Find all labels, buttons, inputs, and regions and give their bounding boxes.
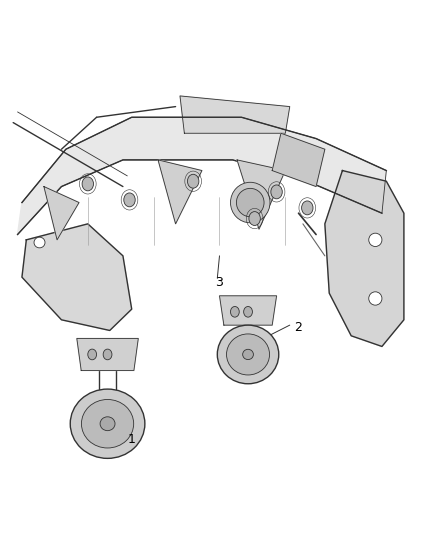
Polygon shape: [22, 224, 131, 330]
Polygon shape: [272, 133, 324, 187]
Ellipse shape: [81, 400, 133, 448]
Ellipse shape: [70, 389, 145, 458]
Polygon shape: [18, 117, 385, 235]
Polygon shape: [44, 187, 79, 240]
Ellipse shape: [236, 188, 263, 217]
Circle shape: [230, 306, 239, 317]
Ellipse shape: [100, 417, 115, 431]
Ellipse shape: [217, 325, 278, 384]
Circle shape: [248, 212, 260, 225]
Circle shape: [103, 349, 112, 360]
Circle shape: [88, 349, 96, 360]
Circle shape: [243, 306, 252, 317]
Ellipse shape: [242, 349, 253, 360]
Ellipse shape: [368, 292, 381, 305]
Polygon shape: [237, 160, 285, 229]
Polygon shape: [158, 160, 201, 224]
Text: 2: 2: [294, 321, 302, 334]
Polygon shape: [324, 171, 403, 346]
Ellipse shape: [226, 334, 269, 375]
Polygon shape: [77, 338, 138, 370]
Ellipse shape: [368, 233, 381, 247]
Text: 1: 1: [127, 433, 135, 446]
Circle shape: [187, 174, 198, 188]
Polygon shape: [180, 96, 289, 133]
Text: 3: 3: [215, 276, 223, 289]
Circle shape: [124, 193, 135, 207]
Circle shape: [82, 177, 93, 191]
Ellipse shape: [230, 182, 269, 223]
Ellipse shape: [34, 237, 45, 248]
Polygon shape: [219, 296, 276, 325]
Circle shape: [270, 185, 282, 199]
Circle shape: [301, 201, 312, 215]
